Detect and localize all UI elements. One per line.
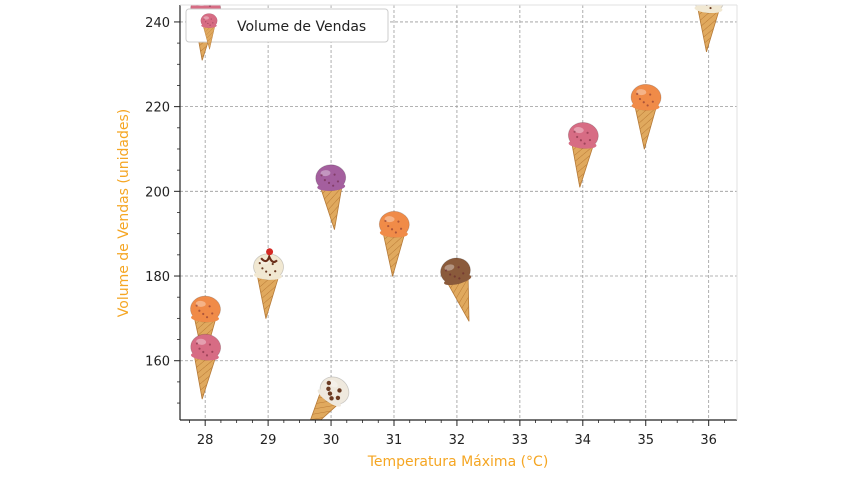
x-tick-label: 28: [197, 433, 214, 448]
y-tick-label: 220: [145, 101, 170, 116]
legend: Volume de Vendas: [185, 8, 389, 50]
x-axis-label: Temperatura Máxima (°C): [367, 454, 549, 470]
x-tick-label: 35: [637, 433, 654, 448]
axes: [179, 4, 738, 421]
x-axis-ticks: 28 29 30 31 32 33 34 35 36: [189, 420, 725, 448]
y-axis-label: Volume de Vendas (unidades): [116, 109, 132, 317]
x-tick-label: 29: [260, 433, 277, 448]
y-axis-ticks: 160 180 200 220 240: [145, 16, 180, 404]
data-point-ice-cream-icon: [315, 164, 347, 230]
y-tick-label: 160: [145, 355, 170, 370]
x-tick-label: 31: [386, 433, 403, 448]
data-point-ice-cream-icon: [378, 210, 410, 277]
x-tick-label: 33: [512, 433, 529, 448]
data-point-ice-cream-icon: [440, 257, 472, 322]
x-tick-label: 36: [700, 433, 717, 448]
data-point-ice-cream-icon: [630, 83, 662, 150]
data-point-ice-cream-icon: [190, 333, 222, 400]
y-tick-label: 180: [145, 270, 170, 285]
data-point-ice-cream-icon: [190, 295, 221, 362]
data-point-ice-cream-icon: [253, 248, 284, 319]
x-tick-label: 32: [449, 433, 466, 448]
y-tick-label: 200: [145, 185, 170, 200]
data-point-ice-cream-icon: [567, 122, 599, 188]
data-point-ice-cream-icon: [305, 376, 350, 420]
legend-box: [185, 8, 389, 43]
y-tick-label: 240: [145, 16, 170, 31]
legend-ice-cream-icon: [200, 13, 218, 50]
data-point-ice-cream-icon: [693, 5, 725, 53]
legend-entry-label: Volume de Vendas: [237, 19, 366, 35]
plot-background: [180, 5, 737, 420]
legend-marker-icon: [200, 13, 218, 50]
x-tick-label: 34: [575, 433, 592, 448]
x-tick-label: 30: [323, 433, 340, 448]
